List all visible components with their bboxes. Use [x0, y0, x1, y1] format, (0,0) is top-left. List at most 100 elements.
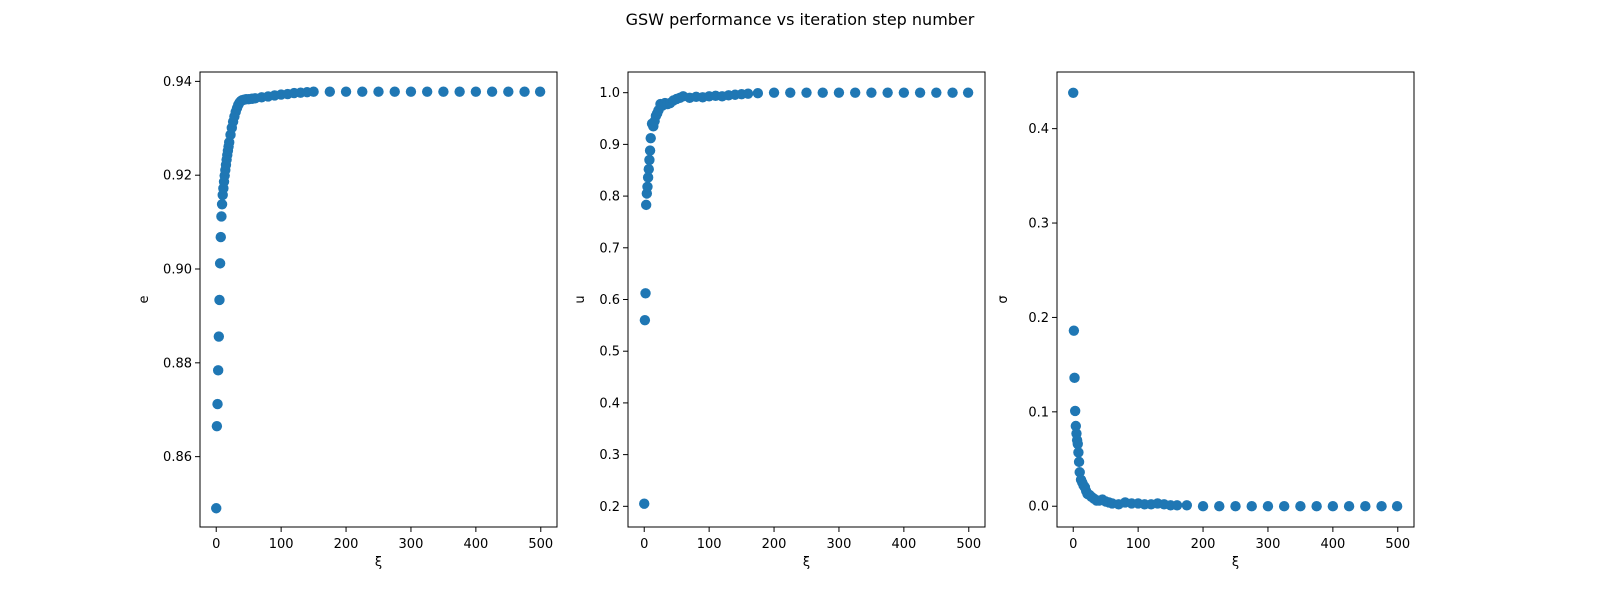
y-tick-label: 0.7 [599, 241, 620, 256]
data-point [213, 331, 225, 342]
data-point [211, 503, 222, 514]
y-tick-label: 0.88 [163, 356, 192, 371]
y-tick-label: 0.2 [1028, 311, 1049, 326]
x-tick-label: 100 [697, 537, 722, 552]
y-tick-label: 0.5 [599, 345, 620, 360]
x-tick-label: 400 [891, 537, 916, 552]
data-point [742, 88, 754, 99]
data-point [1278, 501, 1290, 512]
x-tick-label: 500 [1385, 537, 1410, 552]
data-point [357, 86, 368, 97]
y-axis-label: u [573, 295, 588, 303]
data-point [405, 86, 417, 97]
data-point [421, 86, 433, 97]
data-point [1311, 501, 1322, 512]
data-point [849, 87, 861, 98]
data-point [1181, 500, 1193, 511]
data-point [486, 86, 498, 97]
data-point [947, 87, 958, 98]
data-point [1197, 501, 1209, 512]
x-tick-label: 0 [640, 537, 648, 552]
data-point [642, 172, 654, 183]
data-point [519, 86, 530, 97]
data-point [643, 164, 654, 175]
x-tick-label: 200 [762, 537, 787, 552]
x-tick-label: 200 [1191, 537, 1216, 552]
data-point [801, 87, 812, 98]
data-point [212, 365, 224, 376]
data-point [833, 87, 845, 98]
x-tick-label: 300 [399, 537, 424, 552]
x-tick-label: 300 [827, 537, 852, 552]
data-point [216, 211, 227, 222]
data-point [1073, 456, 1085, 468]
y-tick-label: 0.86 [163, 450, 192, 465]
data-point [214, 258, 226, 269]
data-point [642, 181, 653, 192]
x-tick-label: 0 [212, 537, 220, 552]
data-point [644, 145, 656, 156]
data-point [1171, 500, 1183, 511]
x-tick-label: 0 [1069, 537, 1077, 552]
data-point [1072, 438, 1083, 450]
data-point [1295, 501, 1306, 512]
data-point [639, 314, 651, 326]
data-point [768, 87, 780, 98]
y-tick-label: 0.90 [163, 263, 192, 278]
y-tick-label: 0.4 [599, 396, 620, 411]
x-axis-label: ξ [1232, 555, 1239, 570]
data-point [216, 199, 228, 210]
data-point [534, 86, 546, 97]
data-point [389, 86, 400, 97]
data-point [1068, 325, 1080, 336]
data-point [308, 86, 319, 97]
axes-frame-u [627, 71, 986, 528]
x-tick-label: 100 [1126, 537, 1151, 552]
points-u [639, 87, 974, 509]
data-point [962, 87, 974, 98]
y-tick-label: 0.92 [163, 169, 192, 184]
y-tick-label: 0.6 [599, 293, 620, 308]
data-point [1376, 501, 1387, 512]
data-point [817, 87, 828, 98]
x-axis-label: ξ [803, 555, 810, 570]
data-point [1246, 501, 1257, 512]
axes-frame-sigma [1056, 71, 1415, 528]
y-tick-label: 0.4 [1028, 122, 1049, 137]
data-point [1327, 501, 1339, 512]
data-point [1069, 405, 1081, 417]
points-e [211, 86, 546, 514]
data-point [211, 420, 223, 432]
data-point [340, 86, 352, 97]
subplot-u: 0 100 200 300 400 500 0.2 0.3 0.4 0.5 0.6 0.7 0.8 0.9… [573, 71, 986, 570]
data-point [1069, 372, 1080, 384]
data-point [882, 87, 893, 98]
data-point [914, 87, 926, 98]
y-axis-label: e [137, 296, 152, 304]
data-point [866, 87, 877, 98]
data-point [1343, 501, 1355, 512]
data-point [640, 199, 652, 211]
data-point [645, 132, 656, 144]
y-tick-label: 0.94 [163, 75, 192, 90]
figure-title: GSW performance vs iteration step number [626, 10, 975, 29]
points-sigma [1068, 87, 1403, 512]
x-tick-label: 300 [1256, 537, 1281, 552]
data-point [214, 294, 225, 306]
x-axis-label: ξ [375, 555, 382, 570]
data-point [1360, 501, 1371, 512]
y-tick-label: 0.2 [599, 500, 620, 515]
x-tick-label: 400 [463, 537, 488, 552]
x-tick-label: 100 [269, 537, 294, 552]
data-point [503, 86, 514, 97]
data-point [1391, 501, 1403, 512]
y-axis-label: σ [996, 295, 1011, 303]
data-point [1070, 420, 1082, 432]
data-point [1214, 501, 1225, 512]
subplot-e: 0 100 200 300 400 500 0.86 0.88 0.90 0.92 0.94 ξ e [137, 71, 558, 570]
axes-frame-e [199, 71, 558, 528]
y-tick-label: 0.0 [1028, 500, 1049, 515]
data-point [785, 87, 796, 98]
